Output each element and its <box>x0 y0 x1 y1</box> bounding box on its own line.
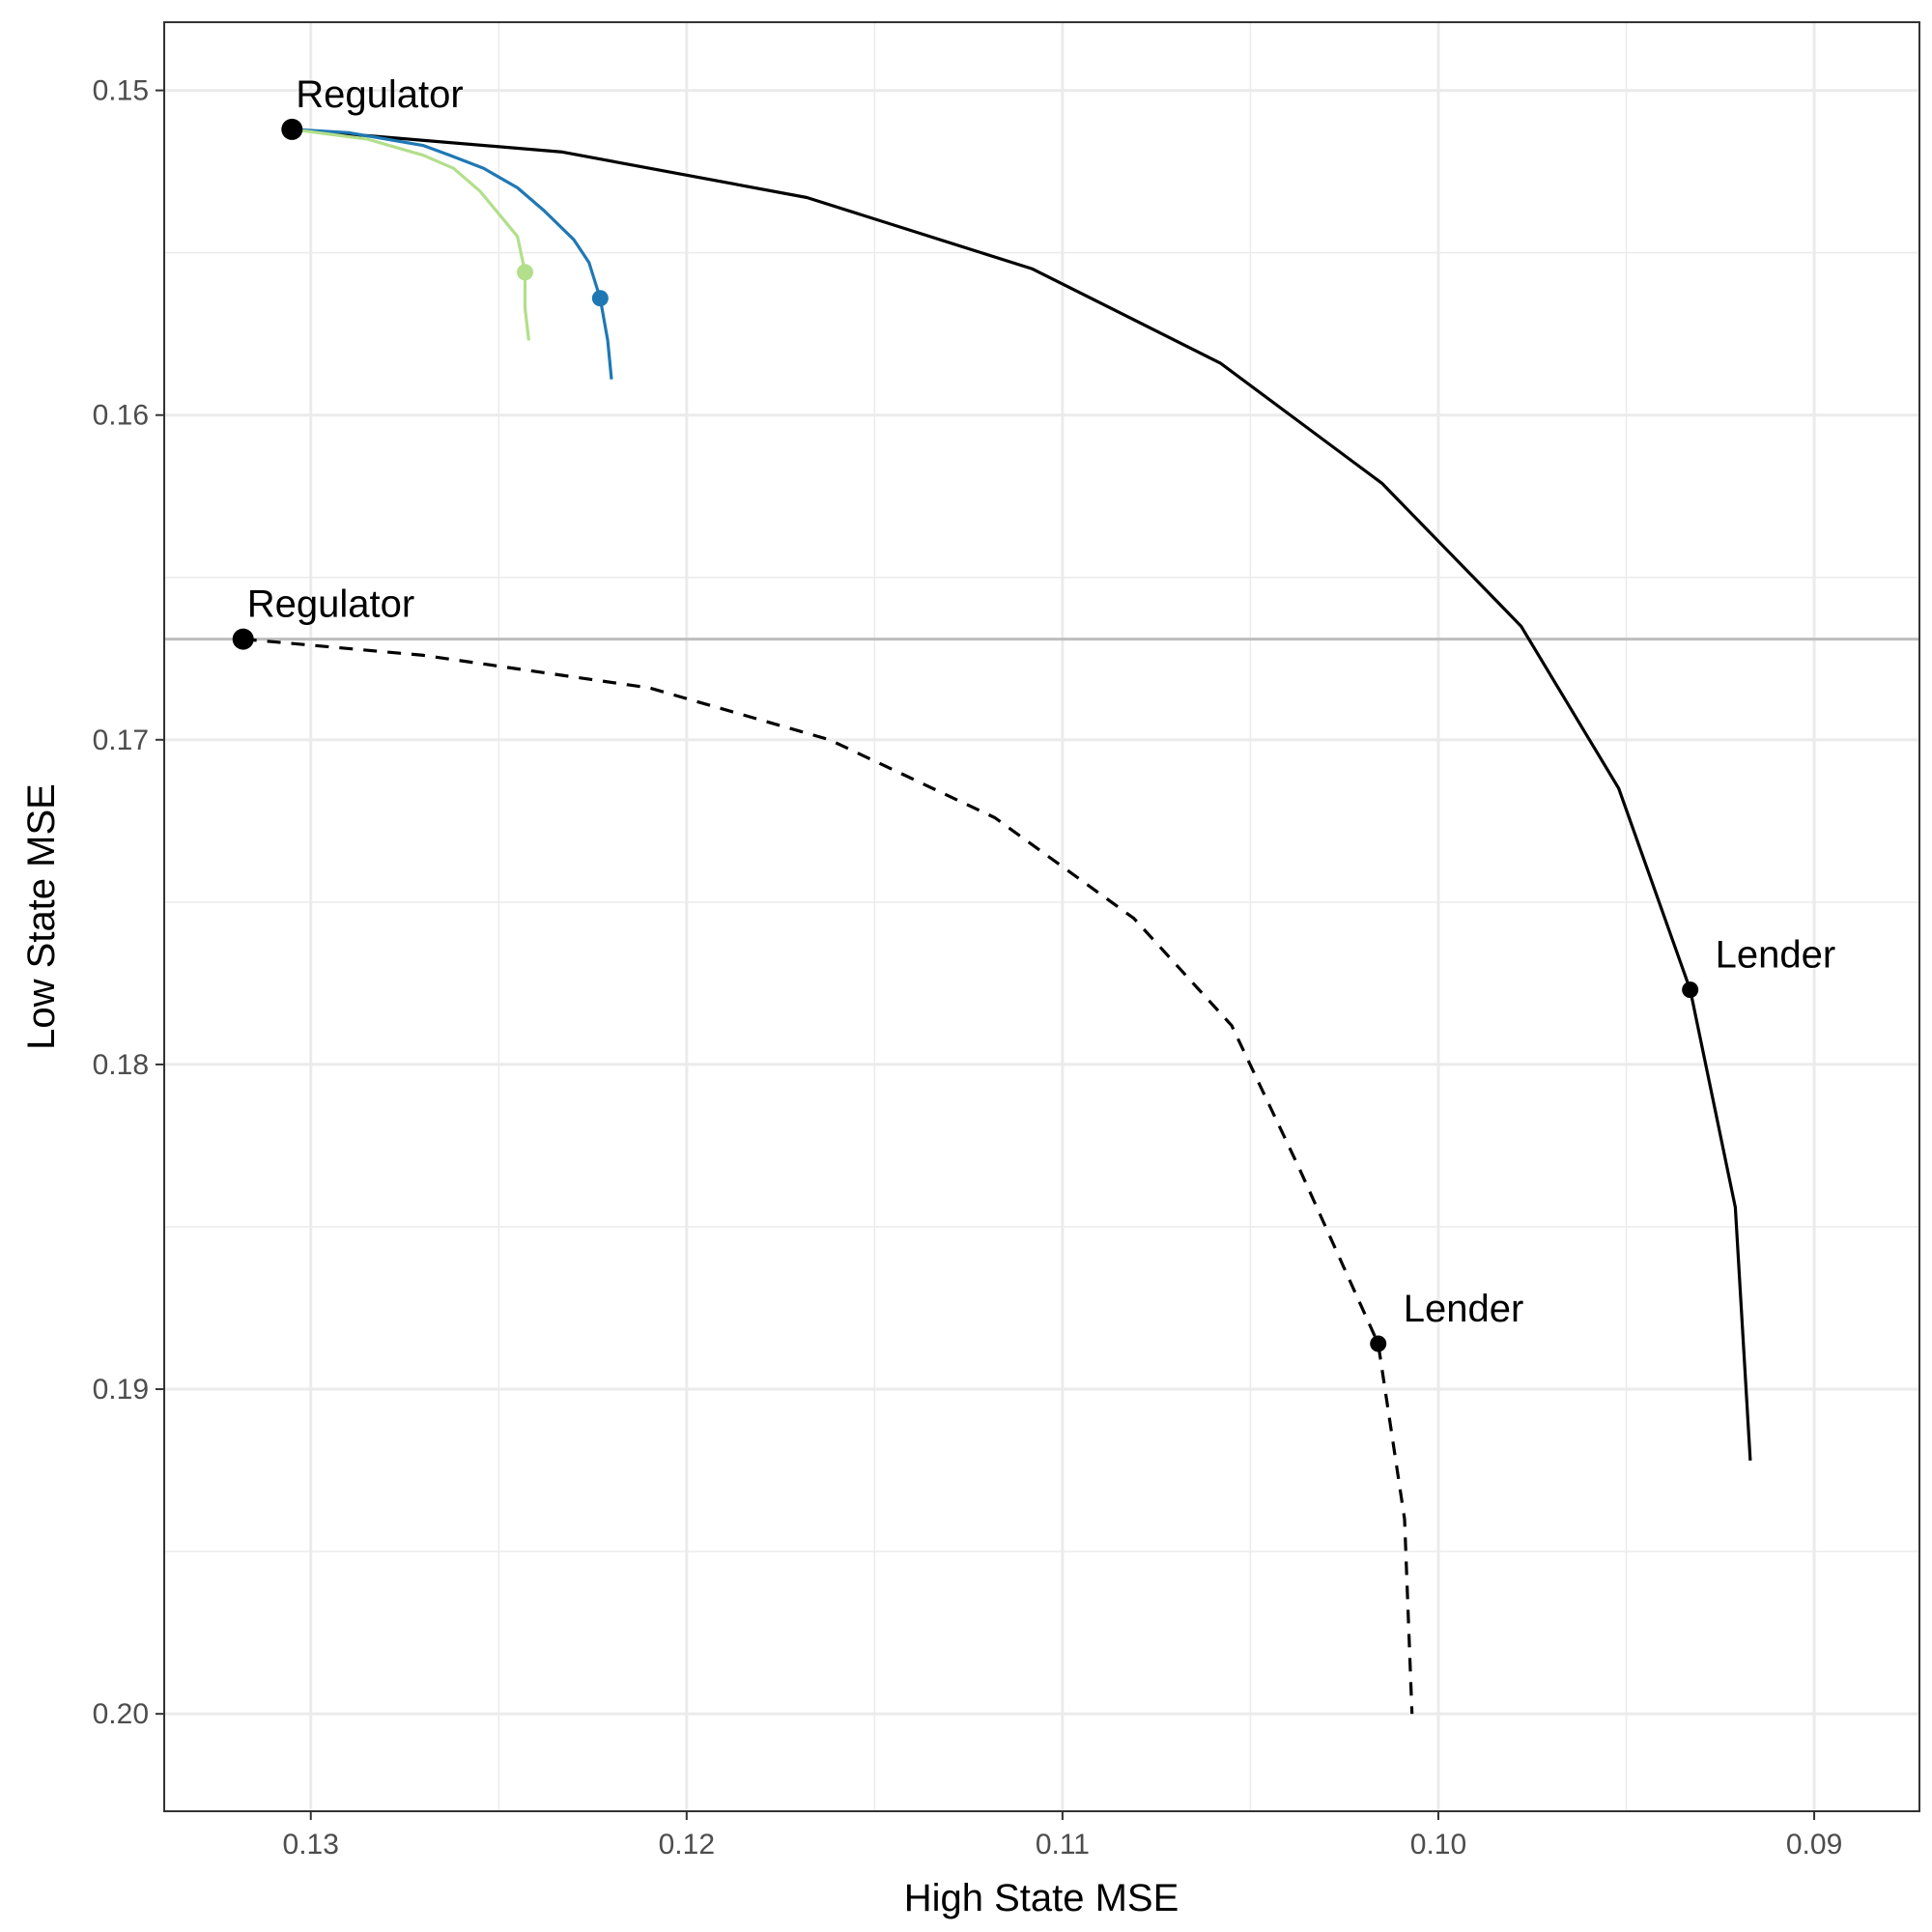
point-marker <box>1370 1335 1387 1352</box>
point-marker <box>232 628 254 650</box>
point-marker <box>1682 981 1699 999</box>
x-tick-label: 0.12 <box>659 1829 715 1861</box>
y-tick-label: 0.19 <box>93 1374 149 1406</box>
series-line-4 <box>292 128 530 341</box>
marker-layer <box>232 118 1699 1352</box>
y-axis-title: Low State MSE <box>20 783 63 1050</box>
y-tick-label: 0.18 <box>93 1049 149 1081</box>
x-axis-title: High State MSE <box>904 1877 1179 1919</box>
panel-border <box>163 21 1920 1812</box>
x-tick-label: 0.10 <box>1410 1829 1466 1861</box>
panel-background <box>164 22 1919 1811</box>
annotation-regulator: Regulator <box>296 73 463 116</box>
grid-major <box>164 22 1919 1811</box>
x-tick-label: 0.11 <box>1036 1829 1090 1861</box>
y-tick-label: 0.16 <box>93 400 149 432</box>
x-axis-ticks: 0.13 0.12 0.11 0.10 0.09 <box>283 1811 1842 1861</box>
point-marker <box>591 290 609 307</box>
series-line-2 <box>242 638 1414 1715</box>
annotation-layer: Regulator Regulator Lender Lender <box>247 73 1836 1330</box>
y-tick-label: 0.20 <box>93 1698 149 1730</box>
series-layer <box>242 128 1752 1715</box>
series-line-1 <box>292 128 1752 1462</box>
annotation-lender: Lender <box>1716 934 1836 977</box>
y-tick-label: 0.15 <box>93 75 149 107</box>
x-tick-label: 0.09 <box>1786 1829 1842 1861</box>
y-tick-label: 0.17 <box>93 724 149 756</box>
annotation-lender: Lender <box>1404 1288 1524 1330</box>
annotation-regulator: Regulator <box>247 583 414 626</box>
grid-minor <box>164 22 1919 1811</box>
x-tick-label: 0.13 <box>283 1829 339 1861</box>
point-marker <box>281 118 303 140</box>
y-axis-ticks: 0.15 0.16 0.17 0.18 0.19 0.20 <box>93 75 164 1730</box>
point-marker <box>517 264 534 281</box>
